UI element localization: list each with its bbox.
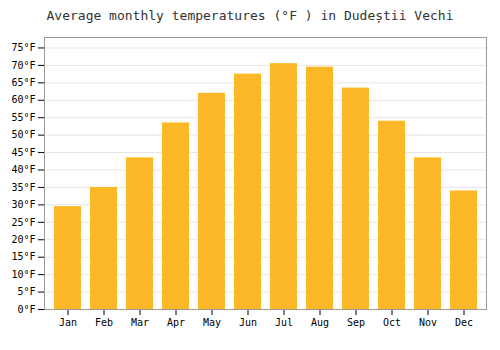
svg-text:Mar: Mar <box>131 317 149 328</box>
svg-text:May: May <box>203 317 221 328</box>
svg-text:Nov: Nov <box>419 317 437 328</box>
svg-text:Jun: Jun <box>239 317 257 328</box>
svg-text:Jul: Jul <box>275 317 293 328</box>
svg-text:Jan: Jan <box>59 317 77 328</box>
svg-text:50°F: 50°F <box>11 129 35 140</box>
svg-text:Feb: Feb <box>95 317 113 328</box>
svg-text:5°F: 5°F <box>17 286 35 297</box>
svg-text:Aug: Aug <box>311 317 329 328</box>
svg-text:Sep: Sep <box>347 317 365 328</box>
svg-text:25°F: 25°F <box>11 217 35 228</box>
svg-text:45°F: 45°F <box>11 147 35 158</box>
svg-text:15°F: 15°F <box>11 251 35 262</box>
svg-text:30°F: 30°F <box>11 199 35 210</box>
svg-text:65°F: 65°F <box>11 77 35 88</box>
svg-text:20°F: 20°F <box>11 234 35 245</box>
svg-text:35°F: 35°F <box>11 182 35 193</box>
html-text:Average monthly temperatures (: Average monthly temperatures (°F ) in Du… <box>46 8 454 23</box>
svg-text:Dec: Dec <box>455 317 473 328</box>
svg-text:10°F: 10°F <box>11 269 35 280</box>
svg-text:75°F: 75°F <box>11 42 35 53</box>
svg-text:0°F: 0°F <box>17 304 35 315</box>
svg-text:60°F: 60°F <box>11 94 35 105</box>
svg-text:55°F: 55°F <box>11 112 35 123</box>
svg-text:40°F: 40°F <box>11 164 35 175</box>
svg-text:Oct: Oct <box>383 317 401 328</box>
svg-text:Apr: Apr <box>167 317 185 328</box>
svg-text:70°F: 70°F <box>11 60 35 71</box>
